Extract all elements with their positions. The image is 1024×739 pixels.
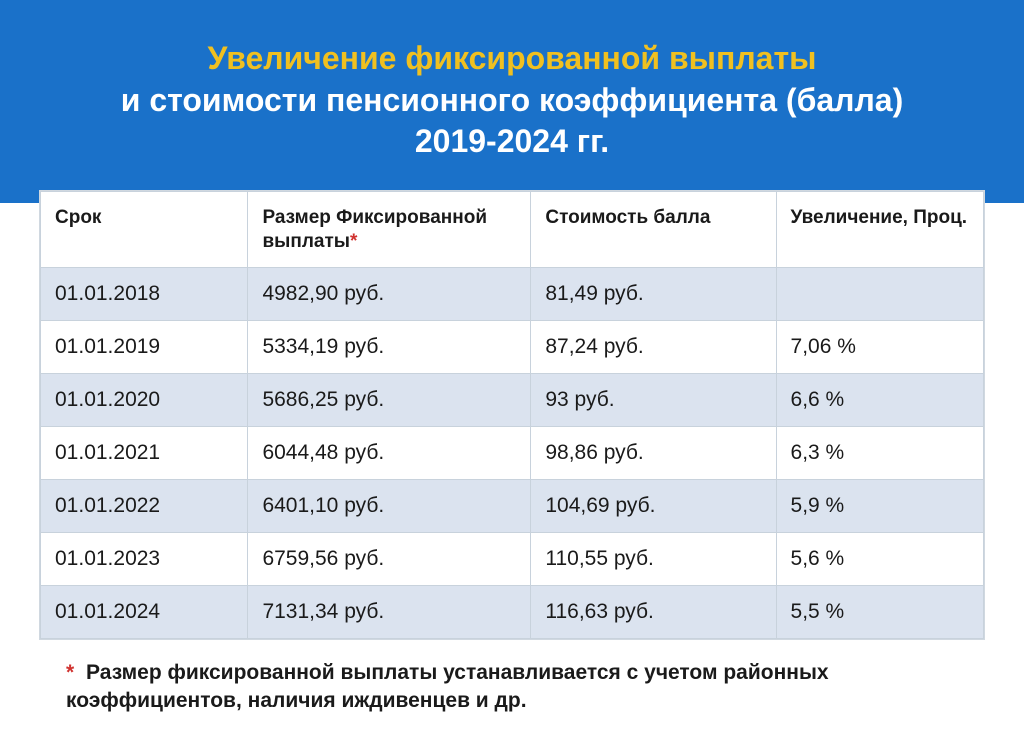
- col-header-fixed-payment: Размер Фиксированной выплаты*: [248, 191, 531, 268]
- col-header-period: Срок: [41, 191, 248, 268]
- cell-period: 01.01.2018: [41, 268, 248, 321]
- cell-point-value: 87,24 руб.: [531, 321, 776, 374]
- cell-increase-pct: 6,3 %: [776, 427, 983, 480]
- cell-fixed-payment: 6044,48 руб.: [248, 427, 531, 480]
- cell-period: 01.01.2021: [41, 427, 248, 480]
- table-header-row: Срок Размер Фиксированной выплаты* Стоим…: [41, 191, 984, 268]
- cell-point-value: 93 руб.: [531, 374, 776, 427]
- cell-point-value: 98,86 руб.: [531, 427, 776, 480]
- cell-point-value: 104,69 руб.: [531, 480, 776, 533]
- cell-period: 01.01.2022: [41, 480, 248, 533]
- cell-fixed-payment: 5686,25 руб.: [248, 374, 531, 427]
- cell-period: 01.01.2020: [41, 374, 248, 427]
- cell-increase-pct: 5,9 %: [776, 480, 983, 533]
- title-line-3: 2019-2024 гг.: [30, 121, 994, 163]
- table-row: 01.01.2020 5686,25 руб. 93 руб. 6,6 %: [41, 374, 984, 427]
- footnote-marker: *: [66, 661, 74, 684]
- title-line-2: и стоимости пенсионного коэффициента (ба…: [30, 80, 994, 122]
- cell-increase-pct: 7,06 %: [776, 321, 983, 374]
- cell-fixed-payment: 6401,10 руб.: [248, 480, 531, 533]
- cell-point-value: 116,63 руб.: [531, 586, 776, 639]
- asterisk-icon: *: [350, 231, 357, 252]
- table-row: 01.01.2024 7131,34 руб. 116,63 руб. 5,5 …: [41, 586, 984, 639]
- page-title: Увеличение фиксированной выплаты и стоим…: [30, 38, 994, 163]
- footnote: * Размер фиксированной выплаты устанавли…: [0, 651, 1024, 714]
- cell-increase-pct: 5,6 %: [776, 533, 983, 586]
- cell-fixed-payment: 7131,34 руб.: [248, 586, 531, 639]
- cell-point-value: 110,55 руб.: [531, 533, 776, 586]
- cell-period: 01.01.2019: [41, 321, 248, 374]
- cell-increase-pct: 6,6 %: [776, 374, 983, 427]
- table-row: 01.01.2021 6044,48 руб. 98,86 руб. 6,3 %: [41, 427, 984, 480]
- cell-fixed-payment: 4982,90 руб.: [248, 268, 531, 321]
- title-line-1: Увеличение фиксированной выплаты: [30, 38, 994, 80]
- table-row: 01.01.2023 6759,56 руб. 110,55 руб. 5,6 …: [41, 533, 984, 586]
- cell-period: 01.01.2024: [41, 586, 248, 639]
- pension-table: Срок Размер Фиксированной выплаты* Стоим…: [40, 191, 984, 640]
- col-header-point-value: Стоимость балла: [531, 191, 776, 268]
- table-container: Срок Размер Фиксированной выплаты* Стоим…: [0, 191, 1024, 652]
- cell-increase-pct: 5,5 %: [776, 586, 983, 639]
- col-header-increase-pct: Увеличение, Проц.: [776, 191, 983, 268]
- table-row: 01.01.2018 4982,90 руб. 81,49 руб.: [41, 268, 984, 321]
- cell-point-value: 81,49 руб.: [531, 268, 776, 321]
- cell-increase-pct: [776, 268, 983, 321]
- table-row: 01.01.2019 5334,19 руб. 87,24 руб. 7,06 …: [41, 321, 984, 374]
- header-banner: Увеличение фиксированной выплаты и стоим…: [0, 0, 1024, 203]
- table-row: 01.01.2022 6401,10 руб. 104,69 руб. 5,9 …: [41, 480, 984, 533]
- cell-fixed-payment: 6759,56 руб.: [248, 533, 531, 586]
- table-body: 01.01.2018 4982,90 руб. 81,49 руб. 01.01…: [41, 268, 984, 639]
- footnote-text: Размер фиксированной выплаты устанавлива…: [66, 661, 829, 711]
- cell-fixed-payment: 5334,19 руб.: [248, 321, 531, 374]
- cell-period: 01.01.2023: [41, 533, 248, 586]
